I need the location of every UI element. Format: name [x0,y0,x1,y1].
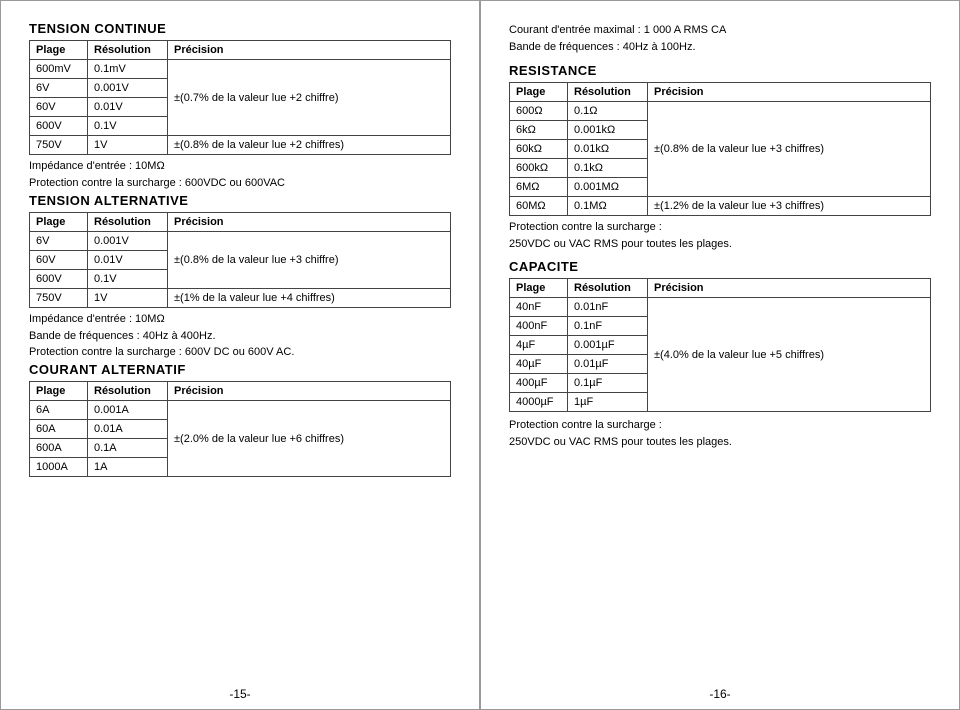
cell-plage: 600Ω [510,101,568,120]
note: Impédance d'entrée : 10MΩ [29,159,451,174]
cell-res: 1µF [568,393,648,412]
table-tension-continue: Plage Résolution Précision 600mV 0.1mV ±… [29,40,451,155]
th-plage: Plage [30,382,88,401]
cell-plage: 6kΩ [510,120,568,139]
cell-plage: 60kΩ [510,139,568,158]
cell-plage: 600V [30,117,88,136]
heading-courant-alternatif: COURANT ALTERNATIF [29,362,451,377]
cell-res: 0.001MΩ [568,177,648,196]
right-page: Courant d'entrée maximal : 1 000 A RMS C… [480,0,960,710]
cell-plage: 60V [30,250,88,269]
th-resolution: Résolution [568,279,648,298]
heading-resistance: RESISTANCE [509,63,931,78]
cell-plage: 4000µF [510,393,568,412]
note: Courant d'entrée maximal : 1 000 A RMS C… [509,23,931,38]
cell-prec: ±(1.2% de la valeur lue +3 chiffres) [648,196,931,215]
cell-res: 1V [88,288,168,307]
cell-plage: 60A [30,420,88,439]
cell-res: 0.01µF [568,355,648,374]
cell-plage: 6MΩ [510,177,568,196]
table-tension-alternative: Plage Résolution Précision 6V 0.001V ±(0… [29,212,451,308]
cell-plage: 60V [30,98,88,117]
cell-plage: 600A [30,439,88,458]
cell-res: 1V [88,136,168,155]
th-resolution: Résolution [88,41,168,60]
th-resolution: Résolution [88,212,168,231]
cell-res: 0.1A [88,439,168,458]
left-page: TENSION CONTINUE Plage Résolution Précis… [0,0,480,710]
cell-prec: ±(0.7% de la valeur lue +2 chiffre) [168,60,451,136]
th-plage: Plage [510,82,568,101]
cell-res: 0.1µF [568,374,648,393]
cell-prec: ±(0.8% de la valeur lue +3 chiffres) [648,101,931,196]
note: Bande de fréquences : 40Hz à 100Hz. [509,40,931,55]
cell-res: 1A [88,458,168,477]
note: Protection contre la surcharge : [509,418,931,433]
cell-res: 0.01V [88,98,168,117]
cell-res: 0.01kΩ [568,139,648,158]
note: Protection contre la surcharge : [509,220,931,235]
cell-plage: 60MΩ [510,196,568,215]
cell-prec: ±(2.0% de la valeur lue +6 chiffres) [168,401,451,477]
cell-res: 0.1Ω [568,101,648,120]
cell-plage: 6V [30,79,88,98]
cell-plage: 6A [30,401,88,420]
th-precision: Précision [648,82,931,101]
cell-res: 0.001V [88,79,168,98]
cell-plage: 1000A [30,458,88,477]
cell-res: 0.1nF [568,317,648,336]
cell-plage: 750V [30,136,88,155]
note: 250VDC ou VAC RMS pour toutes les plages… [509,237,931,252]
cell-res: 0.1MΩ [568,196,648,215]
cell-plage: 600kΩ [510,158,568,177]
cell-plage: 600mV [30,60,88,79]
cell-prec: ±(0.8% de la valeur lue +3 chiffre) [168,231,451,288]
cell-plage: 40nF [510,298,568,317]
th-precision: Précision [168,212,451,231]
cell-res: 0.001A [88,401,168,420]
table-capacite: Plage Résolution Précision 40nF 0.01nF ±… [509,278,931,412]
cell-res: 0.1kΩ [568,158,648,177]
cell-res: 0.001µF [568,336,648,355]
cell-plage: 750V [30,288,88,307]
cell-prec: ±(4.0% de la valeur lue +5 chiffres) [648,298,931,412]
cell-res: 0.01nF [568,298,648,317]
cell-plage: 4µF [510,336,568,355]
note: Protection contre la surcharge : 600V DC… [29,345,451,360]
table-courant-alternatif: Plage Résolution Précision 6A 0.001A ±(2… [29,381,451,477]
cell-prec: ±(1% de la valeur lue +4 chiffres) [168,288,451,307]
th-resolution: Résolution [568,82,648,101]
cell-plage: 600V [30,269,88,288]
cell-res: 0.001V [88,231,168,250]
cell-res: 0.1V [88,117,168,136]
th-plage: Plage [510,279,568,298]
th-resolution: Résolution [88,382,168,401]
cell-plage: 400nF [510,317,568,336]
th-plage: Plage [30,212,88,231]
note: Protection contre la surcharge : 600VDC … [29,176,451,191]
th-precision: Précision [648,279,931,298]
cell-plage: 40µF [510,355,568,374]
heading-tension-alternative: TENSION ALTERNATIVE [29,193,451,208]
page-number: -15- [1,687,479,701]
note: Impédance d'entrée : 10MΩ [29,312,451,327]
heading-capacite: CAPACITE [509,259,931,274]
cell-res: 0.1mV [88,60,168,79]
cell-res: 0.001kΩ [568,120,648,139]
cell-prec: ±(0.8% de la valeur lue +2 chiffres) [168,136,451,155]
note: 250VDC ou VAC RMS pour toutes les plages… [509,435,931,450]
th-plage: Plage [30,41,88,60]
table-resistance: Plage Résolution Précision 600Ω 0.1Ω ±(0… [509,82,931,216]
cell-res: 0.1V [88,269,168,288]
th-precision: Précision [168,382,451,401]
th-precision: Précision [168,41,451,60]
heading-tension-continue: TENSION CONTINUE [29,21,451,36]
cell-res: 0.01A [88,420,168,439]
cell-plage: 6V [30,231,88,250]
page-number: -16- [481,687,959,701]
cell-plage: 400µF [510,374,568,393]
cell-res: 0.01V [88,250,168,269]
note: Bande de fréquences : 40Hz à 400Hz. [29,329,451,344]
